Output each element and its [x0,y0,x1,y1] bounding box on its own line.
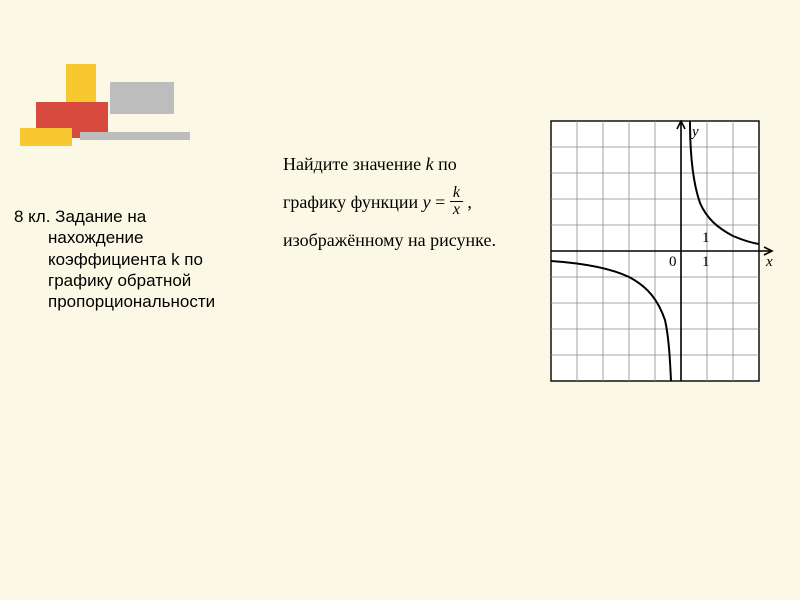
text: по [434,154,457,174]
fraction-den: x [450,202,463,218]
caption-line: пропорциональности [48,292,215,311]
problem-statement: Найдите значение k по графику функции y … [283,146,563,259]
axis-label-x: x [765,254,773,270]
caption-line: коэффициента k по [48,250,203,269]
fraction: kx [450,185,463,218]
tick-zero: 0 [669,254,677,270]
caption-line: нахождение [48,228,144,247]
text: , [463,192,472,212]
decor-shape [80,132,190,140]
var-k: k [426,154,434,174]
axis-label-y: y [690,124,699,140]
tick-x1: 1 [702,254,710,270]
text: изображённому на рисунке. [283,230,496,250]
decor-shape [110,82,174,114]
fraction-num: k [450,185,463,202]
caption-line: 8 кл. Задание на [14,207,146,226]
slide-caption: 8 кл. Задание на нахождение коэффициента… [14,206,234,312]
text: Найдите значение [283,154,426,174]
decor-shape [20,128,72,146]
text: = [431,192,450,212]
text: графику функции [283,192,423,212]
caption-line: графику обратной [48,271,191,290]
hyperbola-chart: 1 0 1 x y [550,120,776,398]
var-y: y [423,192,431,212]
tick-y1: 1 [702,230,710,246]
